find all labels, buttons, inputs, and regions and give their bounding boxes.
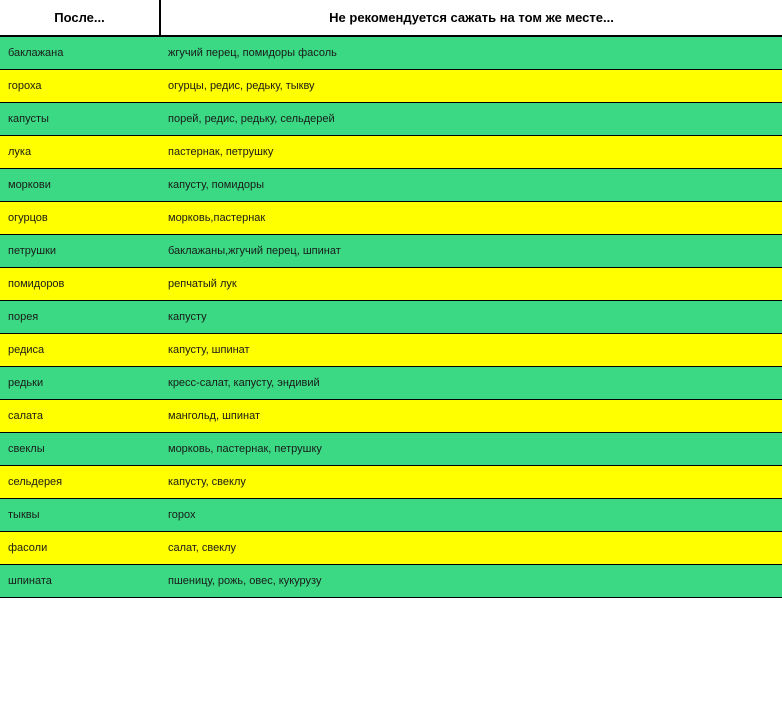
cell-after: баклажана xyxy=(0,36,160,70)
table-row: свеклыморковь, пастернак, петрушку xyxy=(0,433,782,466)
cell-not-recommended: пшеницу, рожь, овес, кукурузу xyxy=(160,565,782,598)
table-row: редькикресс-салат, капусту, эндивий xyxy=(0,367,782,400)
cell-after: фасоли xyxy=(0,532,160,565)
cell-not-recommended: морковь, пастернак, петрушку xyxy=(160,433,782,466)
cell-not-recommended: капусту xyxy=(160,301,782,334)
cell-not-recommended: мангольд, шпинат xyxy=(160,400,782,433)
table-row: редисакапусту, шпинат xyxy=(0,334,782,367)
cell-not-recommended: пастернак, петрушку xyxy=(160,136,782,169)
cell-not-recommended: жгучий перец, помидоры фасоль xyxy=(160,36,782,70)
cell-after: салата xyxy=(0,400,160,433)
cell-after: гороха xyxy=(0,70,160,103)
cell-not-recommended: горох xyxy=(160,499,782,532)
table-row: тыквыгорох xyxy=(0,499,782,532)
cell-after: шпината xyxy=(0,565,160,598)
table-row: сельдереякапусту, свеклу xyxy=(0,466,782,499)
cell-not-recommended: морковь,пастернак xyxy=(160,202,782,235)
table-row: пореякапусту xyxy=(0,301,782,334)
cell-after: свеклы xyxy=(0,433,160,466)
cell-after: редьки xyxy=(0,367,160,400)
cell-after: редиса xyxy=(0,334,160,367)
cell-not-recommended: капусту, помидоры xyxy=(160,169,782,202)
crop-rotation-table: После... Не рекомендуется сажать на том … xyxy=(0,0,782,598)
table-row: морковикапусту, помидоры xyxy=(0,169,782,202)
cell-not-recommended: капусту, шпинат xyxy=(160,334,782,367)
cell-after: лука xyxy=(0,136,160,169)
table-row: горохаогурцы, редис, редьку, тыкву xyxy=(0,70,782,103)
cell-after: порея xyxy=(0,301,160,334)
cell-not-recommended: репчатый лук xyxy=(160,268,782,301)
table-row: петрушкибаклажаны,жгучий перец, шпинат xyxy=(0,235,782,268)
cell-after: петрушки xyxy=(0,235,160,268)
cell-after: сельдерея xyxy=(0,466,160,499)
table-row: баклажанажгучий перец, помидоры фасоль xyxy=(0,36,782,70)
cell-after: моркови xyxy=(0,169,160,202)
cell-not-recommended: баклажаны,жгучий перец, шпинат xyxy=(160,235,782,268)
cell-not-recommended: капусту, свеклу xyxy=(160,466,782,499)
cell-not-recommended: кресс-салат, капусту, эндивий xyxy=(160,367,782,400)
cell-after: огурцов xyxy=(0,202,160,235)
table-row: фасолисалат, свеклу xyxy=(0,532,782,565)
table-row: лукапастернак, петрушку xyxy=(0,136,782,169)
table-row: огурцовморковь,пастернак xyxy=(0,202,782,235)
cell-after: тыквы xyxy=(0,499,160,532)
table-header-row: После... Не рекомендуется сажать на том … xyxy=(0,0,782,36)
cell-not-recommended: огурцы, редис, редьку, тыкву xyxy=(160,70,782,103)
cell-after: помидоров xyxy=(0,268,160,301)
table-row: капустыпорей, редис, редьку, сельдерей xyxy=(0,103,782,136)
table-body: баклажанажгучий перец, помидоры фасольго… xyxy=(0,36,782,598)
table-row: помидороврепчатый лук xyxy=(0,268,782,301)
header-after: После... xyxy=(0,0,160,36)
cell-after: капусты xyxy=(0,103,160,136)
table-row: салатамангольд, шпинат xyxy=(0,400,782,433)
cell-not-recommended: салат, свеклу xyxy=(160,532,782,565)
header-not-recommended: Не рекомендуется сажать на том же месте.… xyxy=(160,0,782,36)
cell-not-recommended: порей, редис, редьку, сельдерей xyxy=(160,103,782,136)
table-row: шпинатапшеницу, рожь, овес, кукурузу xyxy=(0,565,782,598)
